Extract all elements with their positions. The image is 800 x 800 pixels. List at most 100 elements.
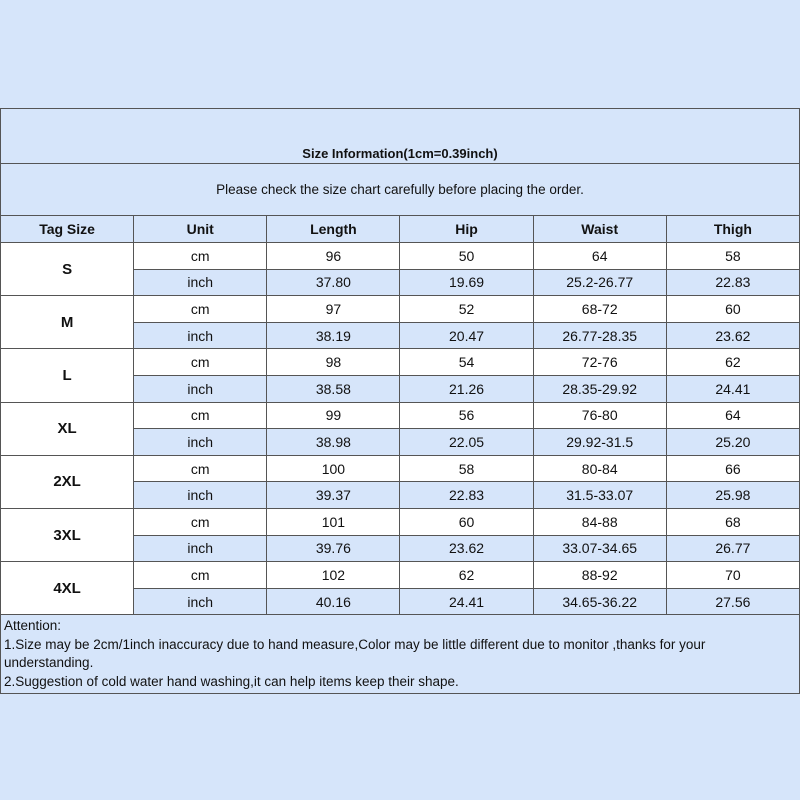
- value-cell: 25.2-26.77: [532, 268, 667, 297]
- chart-title: Size Information(1cm=0.39inch): [0, 108, 800, 164]
- unit-cell: inch: [133, 428, 268, 456]
- unit-cell: inch: [133, 374, 268, 403]
- value-cell: 29.92-31.5: [532, 428, 667, 456]
- size-chart: Size Information(1cm=0.39inch) Please ch…: [0, 108, 800, 695]
- value-cell: 72-76: [532, 348, 667, 376]
- value-cell: 80-84: [532, 454, 667, 483]
- table-row: inch 38.98 22.05 29.92-31.5 25.20: [1, 428, 800, 456]
- value-cell: 102: [266, 561, 401, 589]
- value-cell: 64: [665, 401, 800, 430]
- value-cell: 58: [399, 454, 534, 483]
- value-cell: 39.37: [266, 481, 401, 509]
- value-cell: 21.26: [399, 374, 534, 403]
- header-row: Tag Size Unit Length Hip Waist Thigh: [0, 215, 800, 243]
- column-header: Tag Size: [0, 215, 135, 243]
- value-cell: 27.56: [665, 587, 800, 616]
- value-cell: 98: [266, 348, 401, 376]
- value-cell: 23.62: [665, 321, 800, 350]
- unit-cell: cm: [133, 507, 268, 536]
- value-cell: 99: [266, 401, 401, 430]
- column-header: Length: [266, 215, 401, 243]
- value-cell: 25.98: [665, 481, 800, 509]
- value-cell: 52: [399, 295, 534, 323]
- value-cell: 60: [665, 295, 800, 323]
- value-cell: 84-88: [532, 507, 667, 536]
- value-cell: 39.76: [266, 534, 401, 563]
- value-cell: 23.62: [399, 534, 534, 563]
- unit-cell: inch: [133, 534, 268, 563]
- column-header: Hip: [399, 215, 534, 243]
- column-header: Unit: [133, 215, 268, 243]
- chart-subtitle: Please check the size chart carefully be…: [0, 163, 800, 216]
- value-cell: 76-80: [532, 401, 667, 430]
- column-header: Thigh: [665, 215, 800, 243]
- value-cell: 97: [266, 295, 401, 323]
- attention-line: 1.Size may be 2cm/1inch inaccuracy due t…: [4, 636, 706, 671]
- value-cell: 20.47: [399, 321, 534, 350]
- table-row: inch 38.58 21.26 28.35-29.92 24.41: [1, 374, 800, 403]
- table-row: inch 40.16 24.41 34.65-36.22 27.56: [1, 587, 800, 616]
- value-cell: 26.77: [665, 534, 800, 563]
- value-cell: 38.19: [266, 321, 401, 350]
- value-cell: 22.05: [399, 428, 534, 456]
- tag-size-cell: L: [0, 348, 135, 403]
- attention-line: Attention:: [4, 618, 62, 634]
- value-cell: 70: [665, 561, 800, 589]
- value-cell: 24.41: [665, 374, 800, 403]
- column-header: Waist: [532, 215, 667, 243]
- value-cell: 64: [532, 242, 667, 270]
- attention-line: 2.Suggestion of cold water hand washing,…: [4, 673, 459, 689]
- table-row: 2XL cm 100 58 80-84 66: [0, 454, 800, 509]
- unit-cell: cm: [133, 561, 268, 589]
- value-cell: 25.20: [665, 428, 800, 456]
- value-cell: 37.80: [266, 268, 401, 297]
- value-cell: 40.16: [266, 587, 401, 616]
- value-cell: 38.58: [266, 374, 401, 403]
- tag-size-cell: 2XL: [0, 454, 135, 509]
- unit-cell: inch: [133, 268, 268, 297]
- tag-size-cell: M: [0, 295, 135, 350]
- value-cell: 19.69: [399, 268, 534, 297]
- value-cell: 28.35-29.92: [532, 374, 667, 403]
- unit-cell: inch: [133, 587, 268, 616]
- value-cell: 33.07-34.65: [532, 534, 667, 563]
- table-row: inch 37.80 19.69 25.2-26.77 22.83: [1, 268, 800, 297]
- value-cell: 68: [665, 507, 800, 536]
- value-cell: 50: [399, 242, 534, 270]
- unit-cell: cm: [133, 348, 268, 376]
- value-cell: 34.65-36.22: [532, 587, 667, 616]
- value-cell: 62: [399, 561, 534, 589]
- table-row: inch 38.19 20.47 26.77-28.35 23.62: [1, 321, 800, 350]
- table-row: 4XL cm 102 62 88-92 70: [0, 561, 800, 616]
- value-cell: 38.98: [266, 428, 401, 456]
- value-cell: 56: [399, 401, 534, 430]
- unit-cell: inch: [133, 321, 268, 350]
- value-cell: 22.83: [399, 481, 534, 509]
- value-cell: 24.41: [399, 587, 534, 616]
- unit-cell: cm: [133, 454, 268, 483]
- value-cell: 62: [665, 348, 800, 376]
- size-table: Size Information(1cm=0.39inch) Please ch…: [0, 108, 800, 695]
- value-cell: 96: [266, 242, 401, 270]
- unit-cell: inch: [133, 481, 268, 509]
- table-row: 3XL cm 101 60 84-88 68: [0, 507, 800, 563]
- table-row: XL cm 99 56 76-80 64: [0, 401, 800, 456]
- value-cell: 88-92: [532, 561, 667, 589]
- value-cell: 101: [266, 507, 401, 536]
- tag-size-cell: XL: [0, 401, 135, 456]
- unit-cell: cm: [133, 295, 268, 323]
- value-cell: 60: [399, 507, 534, 536]
- tag-size-cell: 3XL: [0, 507, 135, 563]
- value-cell: 26.77-28.35: [532, 321, 667, 350]
- value-cell: 22.83: [665, 268, 800, 297]
- tag-size-cell: 4XL: [0, 561, 135, 616]
- value-cell: 58: [665, 242, 800, 270]
- table-row: inch 39.37 22.83 31.5-33.07 25.98: [1, 481, 800, 509]
- table-row: inch 39.76 23.62 33.07-34.65 26.77: [1, 534, 800, 563]
- attention-notes: Attention: 1.Size may be 2cm/1inch inaccu…: [0, 614, 800, 695]
- unit-cell: cm: [133, 401, 268, 430]
- value-cell: 66: [665, 454, 800, 483]
